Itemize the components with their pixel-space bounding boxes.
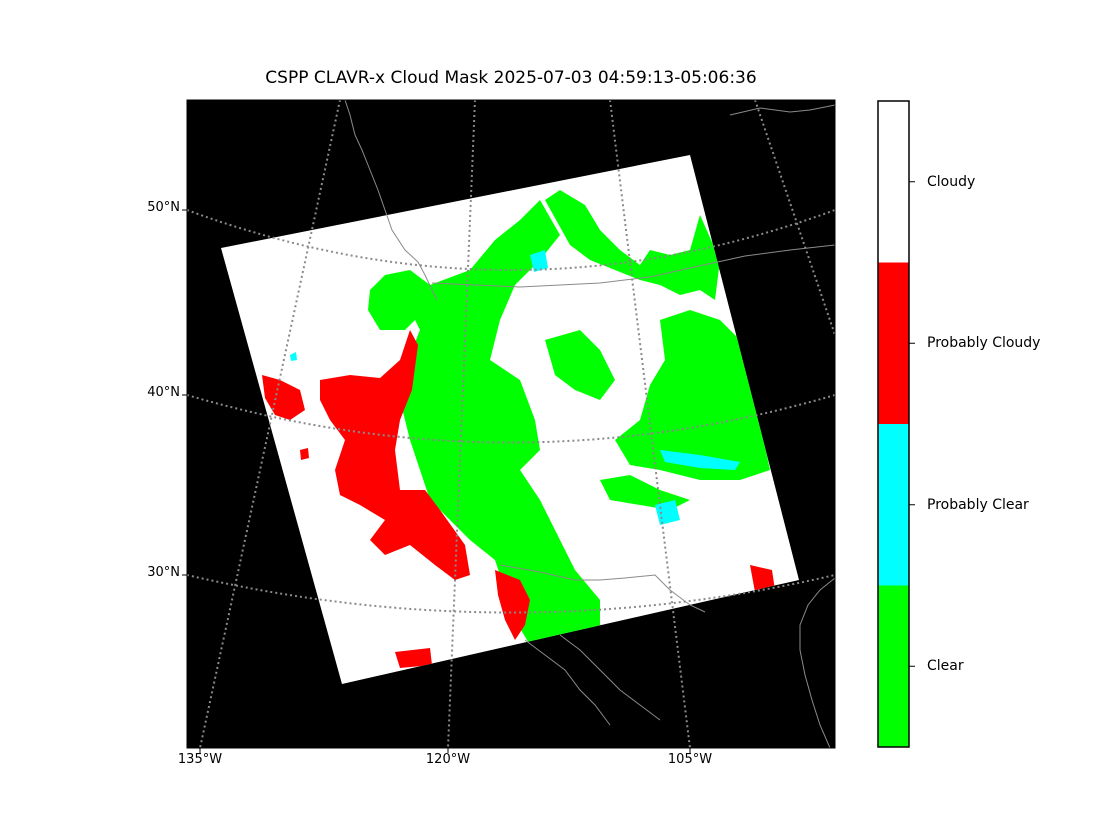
probably-cloudy-patch <box>750 565 775 592</box>
legend-label-cloudy: Cloudy <box>927 174 976 190</box>
graticule-lon-105 <box>609 100 691 748</box>
colorbar <box>877 100 915 748</box>
probably-cloudy-region-west <box>320 330 470 580</box>
graticule-lon-90 <box>754 100 835 336</box>
lat-label-30: 30°N <box>147 565 180 580</box>
clear-region-east <box>615 310 770 480</box>
colorbar-border <box>877 100 910 748</box>
legend-label-probably-clear: Probably Clear <box>927 497 1029 513</box>
probably-clear-patch <box>530 250 548 272</box>
clear-region-northeast <box>545 190 720 300</box>
lat-label-40: 40°N <box>147 385 180 400</box>
probably-clear-patch <box>660 450 740 470</box>
colorbar-segment-clear <box>878 585 909 747</box>
us-mexico-border <box>499 564 706 613</box>
graticule-lat-30 <box>187 574 835 614</box>
graticule <box>187 100 835 748</box>
graticule-lon-120 <box>447 100 476 748</box>
probably-clear-patch <box>290 352 297 361</box>
clear-region-north <box>368 270 430 330</box>
us-canada-border <box>431 244 835 288</box>
coastline-baja-gulf <box>524 634 661 726</box>
colorbar-segment-probably-cloudy <box>878 262 909 424</box>
lon-label-135: 135°W <box>177 752 223 767</box>
legend-label-probably-cloudy: Probably Cloudy <box>927 335 1041 351</box>
map-title: CSPP CLAVR-x Cloud Mask 2025-07-03 04:59… <box>265 68 757 88</box>
probably-cloudy-patch <box>395 648 432 668</box>
coastline-layer <box>344 100 835 748</box>
lon-label-105: 105°W <box>667 752 713 767</box>
colorbar-segment-probably-clear <box>878 424 909 586</box>
graticule-lon-135 <box>199 100 341 748</box>
colorbar-segment-cloudy <box>878 101 909 263</box>
lon-label-120: 120°W <box>425 752 471 767</box>
axis-ticks <box>182 209 691 753</box>
map-frame <box>186 99 836 749</box>
legend-label-clear: Clear <box>927 658 964 674</box>
graticule-lat-50 <box>187 209 835 271</box>
coastline-gulf-of-mexico <box>799 577 835 748</box>
probably-cloudy-region-south <box>495 570 530 640</box>
coastline-hudson <box>729 104 835 116</box>
clear-region-central <box>400 200 600 645</box>
lat-label-50: 50°N <box>147 200 180 215</box>
clear-region-middle <box>545 330 615 400</box>
clear-region-southeast <box>600 475 690 510</box>
coastline-pacific-northwest <box>344 100 438 301</box>
probably-cloudy-patch <box>300 448 309 460</box>
